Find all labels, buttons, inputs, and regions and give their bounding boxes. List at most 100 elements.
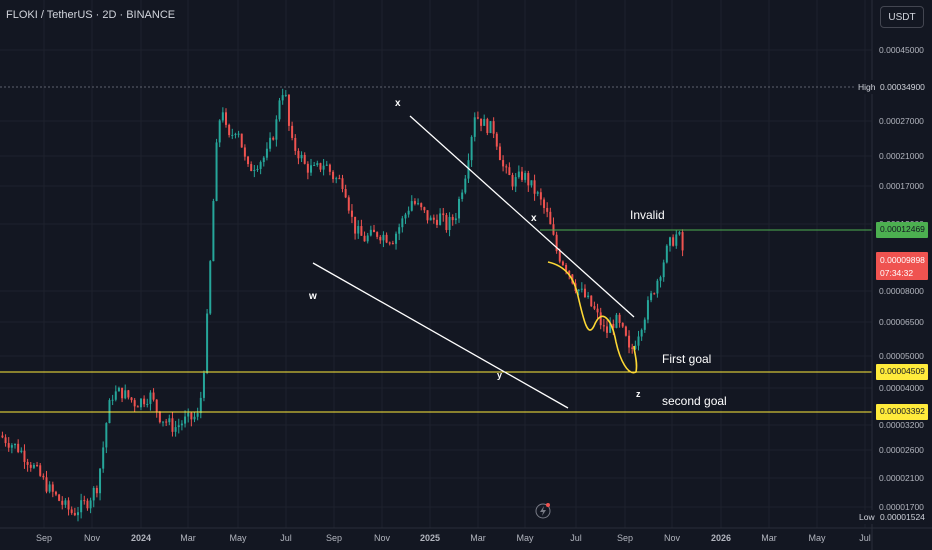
candle-body <box>4 437 7 444</box>
invalid-label: Invalid <box>630 208 665 222</box>
candle-body <box>322 165 325 170</box>
candle-body <box>14 443 17 446</box>
candle-body <box>335 178 338 180</box>
candle-body <box>417 203 420 205</box>
candle-body <box>102 447 105 469</box>
candle-body <box>413 201 416 204</box>
candle-body <box>180 423 183 426</box>
candle-body <box>89 500 92 509</box>
candle-body <box>45 477 48 492</box>
current-price-badge-bg <box>876 252 928 280</box>
candle-body <box>442 213 445 216</box>
candle-body <box>672 237 675 246</box>
candle-body <box>231 134 234 136</box>
candle-body <box>385 234 388 243</box>
candle-body <box>480 118 483 126</box>
candle-body <box>568 270 571 275</box>
candle-body <box>177 425 180 428</box>
candle-body <box>218 120 221 143</box>
candle-body <box>350 210 353 217</box>
wave-y-label: y <box>497 370 502 380</box>
candle-body <box>524 173 527 180</box>
candle-body <box>319 163 322 170</box>
candle-body <box>1 435 4 438</box>
low-value-badge: 0.00001524 <box>880 512 925 522</box>
time-tick-label: May <box>808 533 826 543</box>
candle-body <box>111 399 114 401</box>
candle-body <box>650 293 653 301</box>
candle-body <box>423 207 426 211</box>
candle-body <box>105 423 108 448</box>
candle-body <box>272 137 275 140</box>
candle-body <box>48 484 51 492</box>
candle-body <box>486 119 489 134</box>
candle-body <box>202 373 205 398</box>
candle-body <box>310 165 313 173</box>
candle-body <box>379 236 382 241</box>
candle-body <box>495 133 498 147</box>
candle-body <box>265 148 268 158</box>
candle-body <box>646 300 649 320</box>
candle-body <box>561 261 564 265</box>
candle-body <box>678 232 681 235</box>
candle-body <box>420 203 423 208</box>
candle-body <box>473 117 476 137</box>
candle-body <box>681 232 684 251</box>
candle-body <box>127 390 130 398</box>
candle-body <box>391 243 394 245</box>
price-tick-label: 0.00002600 <box>879 445 924 455</box>
candle-body <box>643 319 646 330</box>
candle-body <box>637 336 640 346</box>
candle-body <box>17 443 20 453</box>
candle-body <box>587 295 590 298</box>
candle-body <box>445 215 448 231</box>
candle-body <box>448 216 451 231</box>
candle-body <box>162 421 165 423</box>
candle-body <box>602 325 605 327</box>
candle-body <box>278 100 281 120</box>
low-tag-bg <box>856 510 878 524</box>
candle-body <box>631 347 634 349</box>
candle-body <box>426 210 429 221</box>
candle-body <box>10 445 13 448</box>
candle-body <box>483 119 486 126</box>
candle-body <box>530 180 533 186</box>
candle-body <box>297 150 300 159</box>
time-tick-label: Sep <box>326 533 342 543</box>
candle-body <box>199 397 202 414</box>
candle-body <box>410 201 413 211</box>
candle-body <box>250 164 253 172</box>
candle-body <box>73 512 76 516</box>
candle-body <box>152 392 155 400</box>
second-goal-price-badge: 0.00003392 <box>880 406 925 416</box>
time-tick-label: 2024 <box>131 533 151 543</box>
candle-body <box>467 160 470 179</box>
candle-body <box>287 94 290 126</box>
candle-body <box>316 163 319 166</box>
time-tick-label: Jul <box>280 533 292 543</box>
time-axis[interactable]: Sep Nov 2024 Mar May Jul Sep Nov 2025 Mar May Jul Se… <box>0 527 932 543</box>
candle-body <box>234 133 237 135</box>
candle-body <box>624 326 627 336</box>
currency-button[interactable]: USDT <box>880 6 924 28</box>
candle-body <box>609 323 612 333</box>
candle-body <box>212 201 215 262</box>
high-tag-bg <box>854 80 876 94</box>
candle-body <box>341 178 344 190</box>
notification-dot-icon <box>546 503 550 507</box>
current-price-badge: 0.00009898 <box>880 255 925 265</box>
candle-body <box>395 233 398 244</box>
candle-body <box>39 465 42 476</box>
candle-body <box>133 400 136 407</box>
candle-body <box>489 121 492 134</box>
candle-body <box>618 314 621 323</box>
projected-path <box>547 261 638 374</box>
candle-body <box>171 418 174 432</box>
price-axis[interactable]: 0.00045000 0.00027000 0.00021000 0.00017000… <box>854 0 932 550</box>
wave-w-label: w <box>308 291 317 302</box>
candle-body <box>262 157 265 163</box>
candle-body <box>656 280 659 294</box>
candle-body <box>628 335 631 348</box>
candle-body <box>596 308 599 313</box>
